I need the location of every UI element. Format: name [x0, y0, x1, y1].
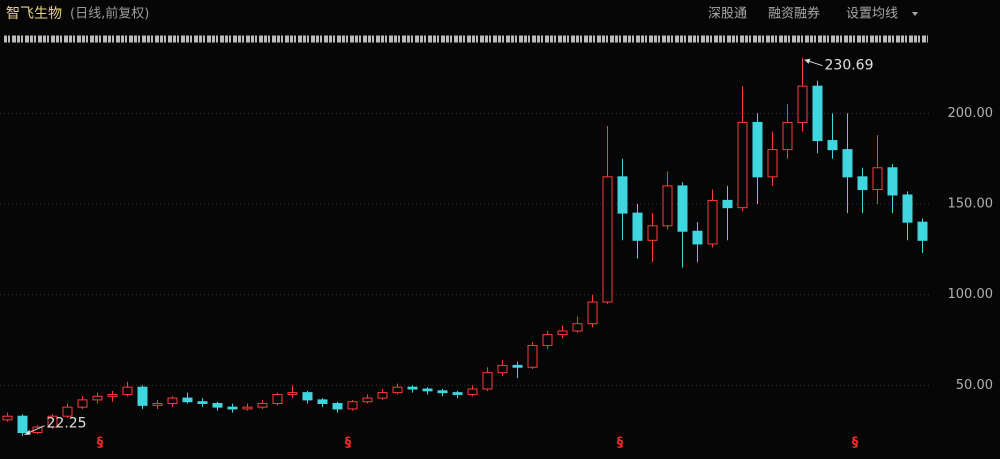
- candle-body: [122, 386, 133, 395]
- candle-body: [107, 393, 118, 397]
- candle-body: [242, 406, 253, 410]
- candle-body: [287, 392, 298, 395]
- stock-subtitle: (日线,前复权): [70, 6, 149, 22]
- candle-body: [917, 221, 928, 241]
- candle-body: [347, 401, 358, 410]
- button-ma[interactable]: 设置均线: [846, 7, 898, 22]
- candle-body: [17, 415, 28, 434]
- dropdown-caret: [912, 12, 918, 16]
- candle-body: [362, 397, 373, 403]
- event-marker: §: [345, 436, 352, 451]
- candle-body: [332, 403, 343, 410]
- high-annotation: 230.69: [825, 58, 874, 74]
- candle-body: [152, 403, 163, 406]
- candle-body: [212, 403, 223, 408]
- candle-body: [452, 392, 463, 395]
- event-marker: §: [617, 436, 624, 451]
- candle-body: [692, 230, 703, 245]
- button-sgt[interactable]: 深股通: [708, 7, 747, 22]
- y-tick-label: 200.00: [948, 106, 994, 121]
- candle-body: [512, 364, 523, 368]
- candle-body: [812, 85, 823, 142]
- y-tick-label: 150.00: [948, 197, 994, 212]
- candle-body: [32, 426, 43, 434]
- candle-body: [47, 415, 58, 428]
- candle-body: [527, 344, 538, 368]
- candle-body: [542, 334, 553, 346]
- candle-body: [752, 121, 763, 178]
- candle-body: [407, 386, 418, 390]
- candle-body: [467, 388, 478, 395]
- candle-body: [422, 388, 433, 392]
- candle-body: [482, 372, 493, 390]
- candle-body: [827, 140, 838, 151]
- candle-body: [707, 199, 718, 245]
- candle-body: [872, 167, 883, 191]
- y-tick-label: 100.00: [948, 287, 994, 302]
- event-marker: §: [852, 436, 859, 451]
- candle-body: [677, 185, 688, 232]
- candle-body: [662, 185, 673, 227]
- candle-body: [497, 364, 508, 374]
- candle-body: [437, 390, 448, 394]
- candle-body: [137, 386, 148, 406]
- button-margin[interactable]: 融资融券: [768, 6, 820, 22]
- candle-body: [902, 194, 913, 223]
- candle-body: [617, 176, 628, 214]
- candle-body: [797, 85, 808, 123]
- candle-body: [602, 176, 613, 303]
- candle-body: [887, 167, 898, 196]
- candle-body: [377, 392, 388, 399]
- candle-body: [632, 212, 643, 241]
- candle-body: [557, 330, 568, 336]
- annotation-arrowhead: [804, 58, 811, 64]
- candle-body: [227, 406, 238, 410]
- candle-body: [857, 176, 868, 191]
- candle-body: [587, 301, 598, 325]
- y-tick-label: 50.00: [956, 378, 993, 393]
- low-annotation: 22.25: [47, 416, 87, 432]
- candle-body: [62, 406, 73, 417]
- candle-body: [317, 399, 328, 405]
- candle-body: [767, 149, 778, 178]
- candle-body: [92, 395, 103, 401]
- candle-body: [182, 397, 193, 403]
- candle-body: [572, 323, 583, 332]
- stock-title: 智飞生物: [6, 6, 62, 22]
- event-marker: §: [97, 436, 104, 451]
- candle-body: [167, 397, 178, 405]
- candle-body: [842, 149, 853, 178]
- candle-body: [782, 121, 793, 151]
- candle-body: [2, 415, 13, 421]
- annotation-arrowhead: [24, 429, 31, 435]
- candle-body: [272, 393, 283, 405]
- candle-body: [392, 386, 403, 394]
- candle-body: [737, 121, 748, 209]
- candle-body: [257, 403, 268, 408]
- candle-body: [647, 225, 658, 241]
- candle-body: [302, 392, 313, 401]
- candle-body: [722, 199, 733, 209]
- candle-body: [77, 399, 88, 408]
- candle-body: [197, 401, 208, 405]
